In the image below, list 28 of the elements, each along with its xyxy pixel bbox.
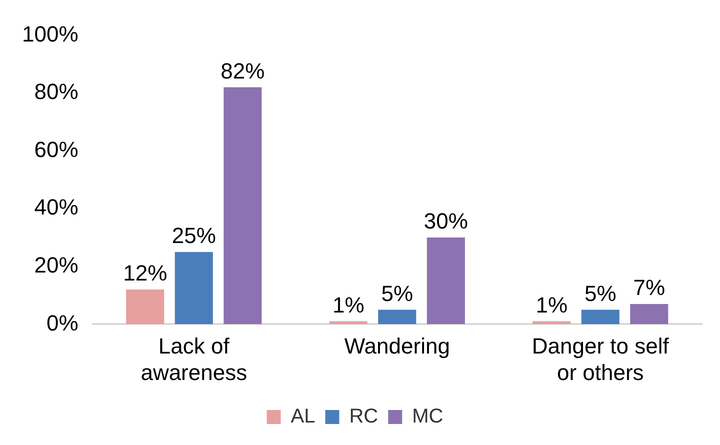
data-label: 82%: [220, 58, 265, 84]
x-tick-label: Danger to self or others: [532, 333, 670, 385]
data-label: 5%: [381, 280, 414, 306]
bar: [378, 310, 416, 324]
y-tick-label: 0%: [46, 310, 78, 336]
bar: [224, 87, 262, 324]
data-label: 5%: [584, 280, 616, 306]
data-label: 25%: [172, 223, 216, 248]
data-label: 30%: [424, 208, 468, 234]
data-label: 12%: [123, 260, 168, 286]
data-label: 7%: [633, 275, 666, 300]
bar: [630, 304, 668, 324]
y-tick-label: 20%: [34, 252, 78, 278]
y-tick-label: 80%: [34, 79, 78, 104]
y-tick-label: 100%: [22, 21, 78, 46]
data-label: 1%: [536, 292, 568, 318]
bar: [581, 310, 620, 324]
y-tick-label: 60%: [34, 136, 78, 162]
legend-label: RC: [349, 406, 378, 428]
data-label: 1%: [332, 292, 364, 318]
x-tick-label: Lack of awareness: [140, 333, 248, 385]
y-tick-label: 40%: [34, 194, 78, 220]
bar: [174, 252, 213, 324]
x-tick-label: Wandering: [344, 333, 450, 358]
bar: [426, 238, 465, 324]
legend-label: MC: [412, 406, 444, 428]
legend-label: AL: [290, 406, 316, 428]
bar: [126, 290, 164, 324]
